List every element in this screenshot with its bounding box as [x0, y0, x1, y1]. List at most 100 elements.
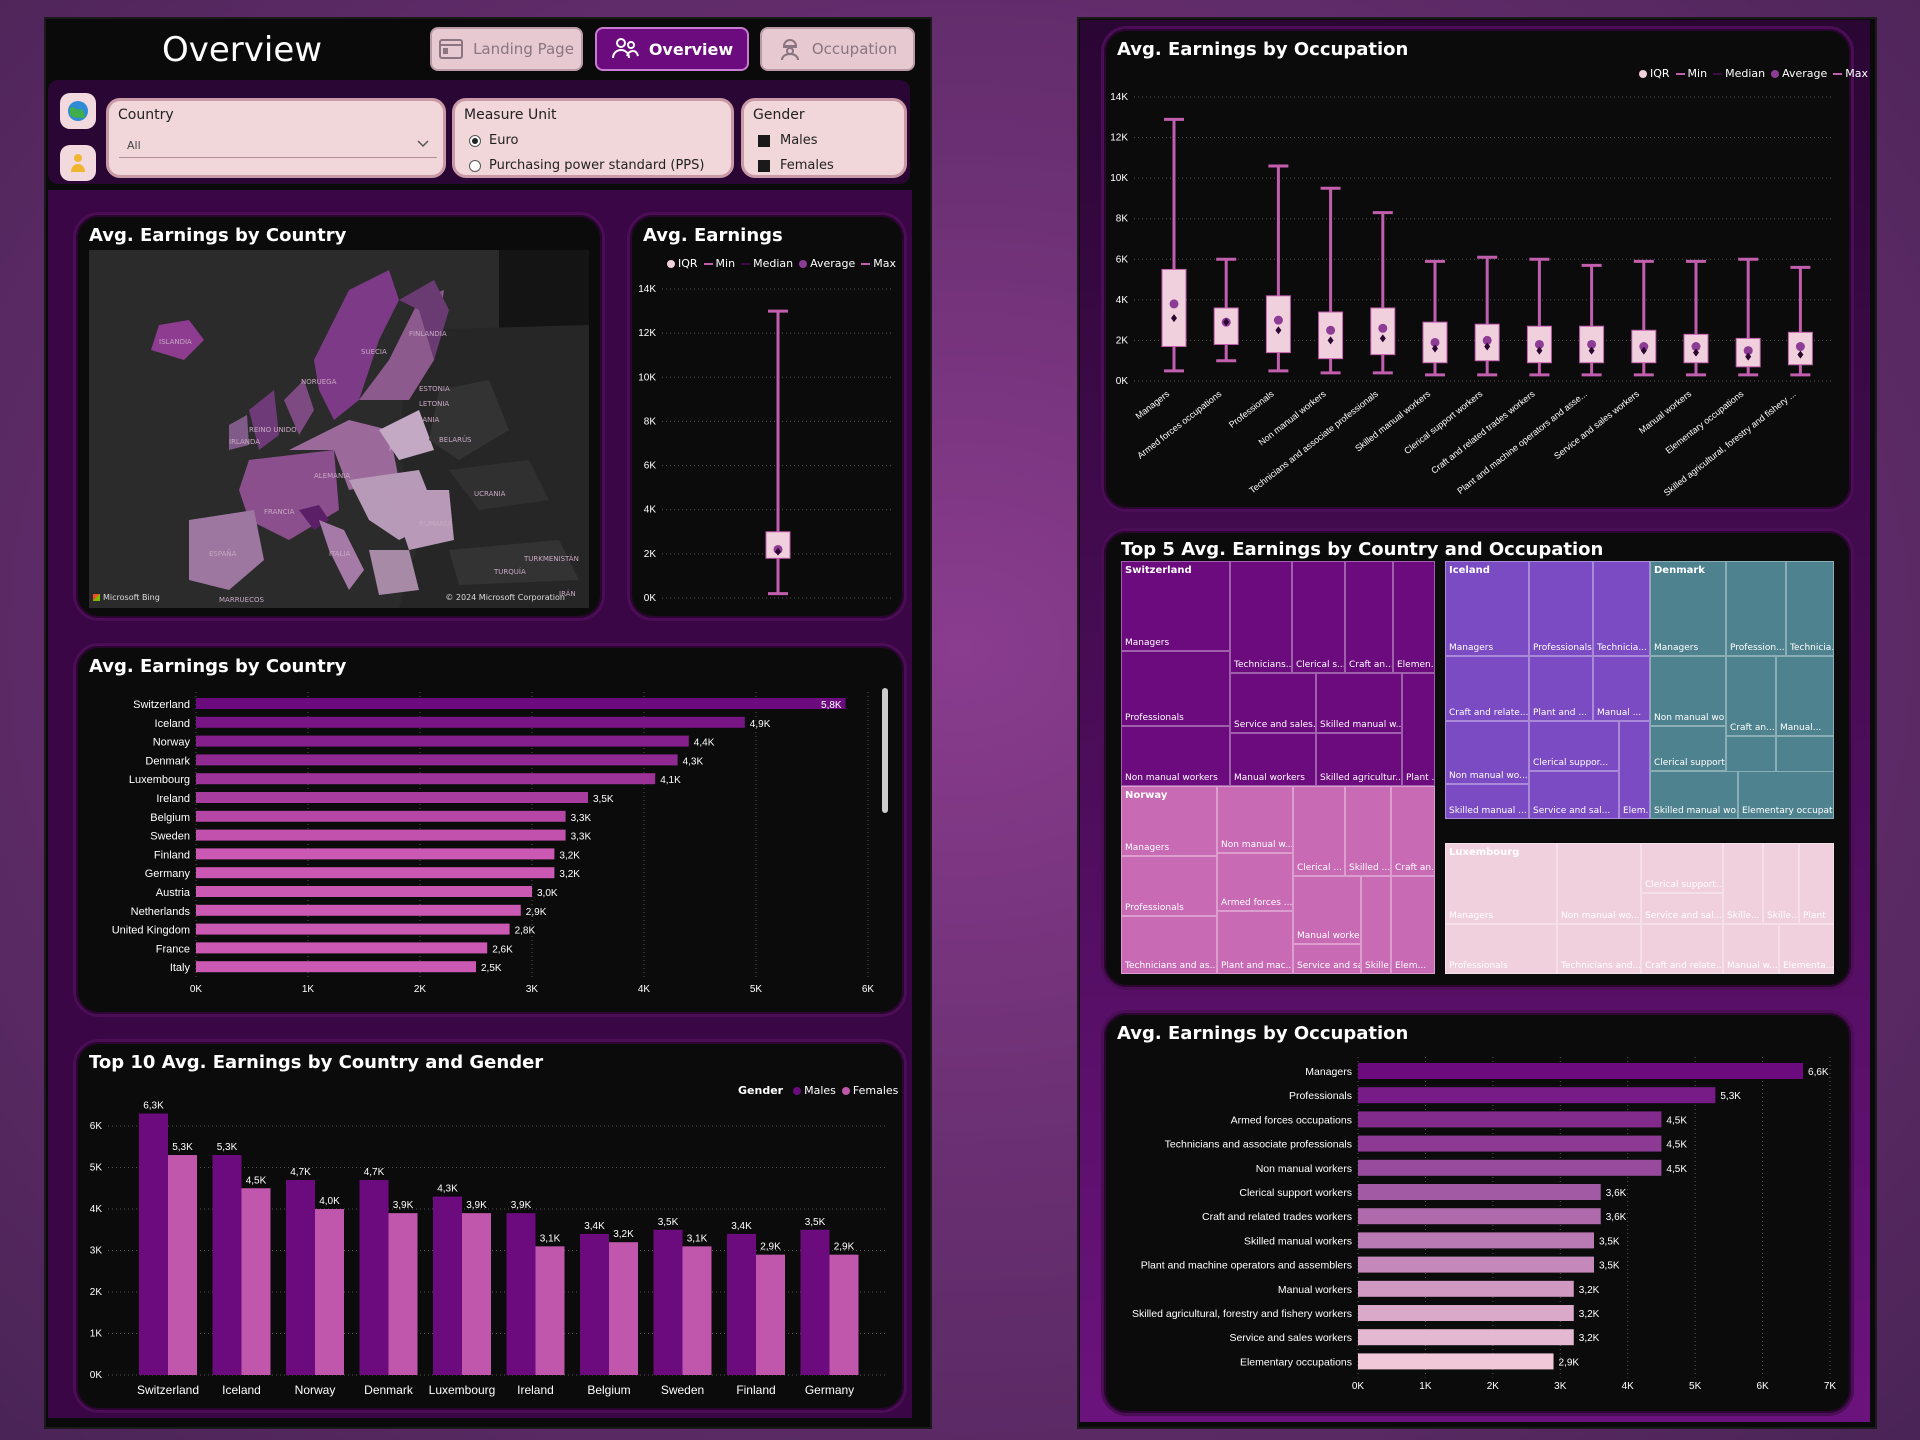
- treemap-cell[interactable]: Non manual wo...: [1445, 721, 1529, 784]
- radio-euro[interactable]: Euro: [469, 133, 518, 148]
- treemap-cell[interactable]: Plant and mac...: [1217, 911, 1293, 974]
- country-bar-chart[interactable]: 0K 1K 2K 3K 4K 5K 6K Switzerland 5,8K Iceland 4,9K…: [76, 646, 904, 1014]
- treemap-chart[interactable]: Switzerland Managers Technicians... Clerica…: [1121, 561, 1834, 974]
- treemap-cell[interactable]: Armed forces ...: [1217, 853, 1293, 911]
- treemap-cell[interactable]: Elementa...: [1779, 924, 1834, 974]
- nav-button-overview[interactable]: Overview: [595, 27, 749, 71]
- checkbox-males[interactable]: Males: [758, 133, 818, 148]
- occbox-ytick: 0K: [1116, 376, 1129, 387]
- europe-map[interactable]: ISLANDIA SUECIA NORUEGA FINLANDIA ESTONI…: [89, 250, 589, 608]
- treemap-cell-label: Skilled manual w...: [1320, 720, 1402, 730]
- treemap-cell[interactable]: Switzerland Managers: [1121, 561, 1230, 651]
- checkbox-females[interactable]: Females: [758, 158, 834, 173]
- gender-ytick: 4K: [90, 1204, 103, 1215]
- treemap-cell[interactable]: Non manual w...: [1217, 786, 1293, 853]
- nav-button-landing[interactable]: Landing Page: [430, 27, 583, 71]
- gender-bar-females: [682, 1246, 712, 1375]
- country-label: France: [156, 943, 190, 955]
- treemap-cell[interactable]: Clerical support w...: [1650, 726, 1726, 771]
- treemap-cell[interactable]: Craft and relate...: [1445, 656, 1529, 721]
- treemap-cell[interactable]: Iceland Managers: [1445, 561, 1529, 656]
- treemap-cell-label: Clerical s...: [1296, 660, 1345, 670]
- treemap-cell[interactable]: Clerical s...: [1292, 561, 1345, 673]
- scrollbar[interactable]: [882, 688, 888, 813]
- treemap-cell[interactable]: Elemen...: [1393, 561, 1435, 673]
- treemap-cell[interactable]: Denmark Managers: [1650, 561, 1726, 656]
- treemap-cell[interactable]: Plant and ...: [1529, 656, 1593, 721]
- treemap-cell[interactable]: Skille...: [1763, 843, 1799, 924]
- treemap-cell[interactable]: Craft an...: [1345, 561, 1393, 673]
- treemap-cell[interactable]: Professionals: [1445, 924, 1557, 974]
- country-filter[interactable]: Country All: [106, 98, 446, 178]
- treemap-cell[interactable]: Professionals: [1121, 856, 1217, 916]
- treemap-cell[interactable]: Manual...: [1776, 656, 1834, 736]
- treemap-cell[interactable]: Elementary occupat...: [1738, 771, 1834, 819]
- treemap-cell[interactable]: Service and sales...: [1230, 673, 1316, 733]
- occbar-xtick: 1K: [1419, 1381, 1432, 1392]
- treemap-cell[interactable]: Manual workers: [1230, 733, 1316, 786]
- map-label-turquia: TURQUÍA: [494, 568, 526, 576]
- treemap-cell[interactable]: Manual w...: [1723, 924, 1779, 974]
- treemap-cell[interactable]: Luxembourg Managers: [1445, 843, 1557, 924]
- treemap-cell[interactable]: Clerical ...: [1293, 786, 1345, 876]
- treemap-cell[interactable]: Technicia...: [1593, 561, 1650, 656]
- occbar-label: Plant and machine operators and assemble…: [1141, 1260, 1352, 1272]
- nav-button-occupation[interactable]: Occupation: [760, 27, 915, 71]
- treemap-cell[interactable]: Plant: [1799, 843, 1834, 924]
- treemap-cell[interactable]: Norway Managers: [1121, 786, 1217, 856]
- occbox-category-label: Managers: [1134, 388, 1172, 421]
- treemap-cell-label: Armed forces ...: [1221, 898, 1293, 908]
- treemap-cell[interactable]: Skilled manual ...: [1445, 784, 1529, 819]
- treemap-cell-label: Elem...: [1623, 806, 1649, 816]
- treemap-cell[interactable]: Non manual wo...: [1557, 843, 1641, 924]
- treemap-cell[interactable]: Craft and relate...: [1641, 924, 1723, 974]
- person-button[interactable]: [60, 145, 96, 181]
- treemap-cell[interactable]: Skilled agricultur...: [1316, 733, 1402, 786]
- treemap-cell[interactable]: Service and sal...: [1293, 944, 1361, 974]
- treemap-cell[interactable]: Elem...: [1391, 876, 1435, 974]
- treemap-cell[interactable]: Manual ...: [1593, 656, 1650, 721]
- treemap-cell[interactable]: Craft an...: [1726, 656, 1776, 736]
- treemap-cell[interactable]: Skilled manual w...: [1316, 673, 1402, 733]
- treemap-cell[interactable]: Skille...: [1361, 876, 1391, 974]
- treemap-cell[interactable]: Technicians and...: [1557, 924, 1641, 974]
- gender-ytick: 3K: [90, 1246, 103, 1257]
- treemap-cell[interactable]: Skilled ...: [1345, 786, 1391, 876]
- treemap-cell[interactable]: Service and sal...: [1641, 893, 1723, 924]
- avg-earnings-chart[interactable]: 0K 2K 4K 6K 8K 10K 12K 14K: [630, 215, 904, 618]
- treemap-cell[interactable]: Skille...: [1723, 843, 1763, 924]
- gender-bar-males: [800, 1229, 830, 1375]
- treemap-cell[interactable]: Service and sal...: [1529, 771, 1619, 819]
- treemap-cell[interactable]: Plant ...: [1402, 673, 1435, 786]
- country-dropdown[interactable]: All: [119, 131, 437, 158]
- country-bar: [196, 698, 846, 709]
- treemap-cell[interactable]: Non manual work...: [1650, 656, 1726, 726]
- occupation-bar-chart[interactable]: 0K 1K 2K 3K 4K 5K 6K 7K Managers 6,6K Professional…: [1104, 1013, 1851, 1413]
- treemap-cell[interactable]: Skilled manual wo...: [1650, 771, 1738, 819]
- gender-bar-males: [433, 1196, 462, 1375]
- map-label-suecia: SUECIA: [361, 348, 387, 356]
- map-card: Avg. Earnings by Country ISLANDIA: [73, 212, 605, 621]
- treemap-cell[interactable]: Technicians...: [1230, 561, 1292, 673]
- treemap-cell[interactable]: Non manual workers: [1121, 726, 1230, 786]
- radio-pps[interactable]: Purchasing power standard (PPS): [469, 158, 704, 173]
- treemap-cell[interactable]: Elem...: [1619, 721, 1650, 819]
- occbar-value-label: 4,5K: [1666, 1164, 1687, 1175]
- treemap-cell[interactable]: Professionals: [1121, 651, 1230, 726]
- treemap-cell[interactable]: Profession...: [1726, 561, 1786, 656]
- country-label: Ireland: [156, 793, 190, 805]
- treemap-cell-label: Plant: [1803, 911, 1826, 921]
- gender-bar-chart[interactable]: 0K 1K 2K 3K 4K 5K 6K 6,3K 5,3K Switzerland 5,3K 4,5…: [76, 1042, 904, 1410]
- treemap-cell[interactable]: Craft an...: [1391, 786, 1435, 876]
- treemap-cell[interactable]: Manual workers: [1293, 876, 1361, 944]
- treemap-cell[interactable]: Technicians and as...: [1121, 916, 1217, 974]
- legend-average: Average: [799, 257, 855, 270]
- treemap-cell[interactable]: Professionals: [1529, 561, 1593, 656]
- treemap-cell[interactable]: Clerical support...: [1641, 843, 1723, 893]
- gender-value-label: 3,1K: [687, 1233, 708, 1244]
- treemap-group-label: Norway: [1125, 790, 1168, 801]
- globe-button[interactable]: [60, 93, 96, 129]
- treemap-cell[interactable]: Technicia...: [1786, 561, 1834, 656]
- treemap-cell[interactable]: Clerical suppor...: [1529, 721, 1619, 771]
